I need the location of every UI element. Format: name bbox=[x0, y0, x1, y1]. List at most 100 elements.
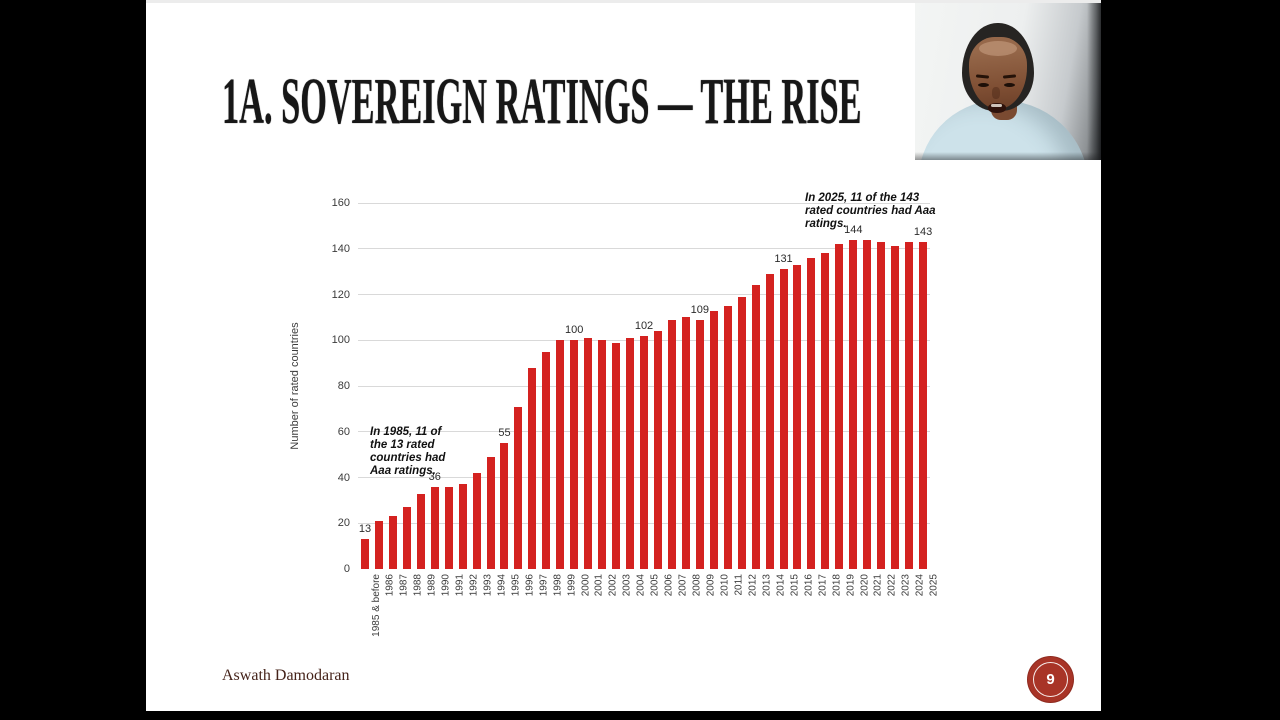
slide-title: 1A. SOVEREIGN RATINGS — THE RISE bbox=[222, 65, 862, 138]
bar bbox=[779, 269, 788, 569]
x-tick-label: 1993 bbox=[482, 574, 494, 597]
bar bbox=[500, 443, 509, 569]
bar bbox=[612, 342, 621, 569]
bar bbox=[737, 296, 746, 569]
bar bbox=[849, 239, 858, 569]
x-tick-label: 1997 bbox=[537, 574, 549, 597]
gridline bbox=[358, 202, 930, 204]
x-tick-label: 1989 bbox=[426, 574, 438, 597]
bar bbox=[751, 285, 760, 569]
bar bbox=[430, 486, 439, 569]
bar bbox=[681, 317, 690, 569]
x-tick-label: 2002 bbox=[607, 574, 619, 597]
y-tick-label: 120 bbox=[331, 288, 350, 301]
x-tick-label: 1991 bbox=[454, 574, 466, 597]
x-tick-label: 1990 bbox=[440, 574, 452, 597]
x-tick-label: 2019 bbox=[844, 574, 856, 597]
y-tick-label: 140 bbox=[331, 242, 350, 255]
presenter-eye bbox=[978, 83, 989, 87]
x-tick-label: 2016 bbox=[802, 574, 814, 597]
x-tick-label: 2004 bbox=[635, 574, 647, 597]
bar bbox=[374, 520, 383, 569]
x-tick-label: 1992 bbox=[468, 574, 480, 597]
bar bbox=[388, 516, 397, 569]
y-tick-label: 0 bbox=[343, 563, 350, 575]
bar bbox=[835, 244, 844, 569]
author-credit: Aswath Damodaran bbox=[222, 667, 350, 684]
bar bbox=[667, 319, 676, 569]
x-tick-label: 2017 bbox=[816, 574, 828, 597]
presenter-teeth bbox=[991, 104, 1002, 107]
bar bbox=[653, 331, 662, 569]
bar bbox=[765, 273, 774, 569]
bar-chart: Number of rated countries 0 20 40 60 80 100 12… bbox=[289, 197, 940, 637]
bar bbox=[472, 472, 481, 569]
value-label: 36 bbox=[428, 470, 441, 483]
annotation-2025: In 2025, 11 of the 143 rated countries h… bbox=[805, 192, 936, 230]
x-tick-label: 1988 bbox=[412, 574, 424, 597]
x-tick-label: 2022 bbox=[886, 574, 898, 597]
bar bbox=[709, 310, 718, 569]
bar bbox=[444, 486, 453, 569]
value-label: 144 bbox=[844, 223, 863, 236]
bar bbox=[877, 241, 886, 569]
presenter-nose bbox=[992, 87, 1000, 99]
x-tick-label: 2006 bbox=[663, 574, 675, 597]
x-tick-label: 2010 bbox=[719, 574, 731, 597]
bar bbox=[416, 493, 425, 569]
presenter-eye bbox=[1004, 83, 1015, 87]
y-tick-label: 160 bbox=[331, 197, 350, 209]
x-tick-label: 2007 bbox=[677, 574, 689, 597]
page-number-badge: 9 bbox=[1028, 657, 1073, 702]
bar bbox=[807, 257, 816, 569]
x-tick-label: 1994 bbox=[496, 574, 508, 597]
presenter-webcam bbox=[915, 3, 1101, 160]
presenter-mouth bbox=[988, 103, 1006, 113]
value-label: 100 bbox=[565, 324, 584, 337]
gridline bbox=[358, 294, 930, 295]
presentation-slide: 1A. SOVEREIGN RATINGS — THE RISE Number … bbox=[146, 0, 1101, 711]
bar bbox=[570, 340, 579, 569]
bar bbox=[598, 340, 607, 569]
x-tick-label: 1985 & before bbox=[370, 574, 382, 637]
bar bbox=[919, 241, 928, 569]
x-tick-label: 2015 bbox=[789, 574, 801, 597]
x-tick-label: 2024 bbox=[914, 574, 926, 597]
page-number: 9 bbox=[1033, 662, 1068, 697]
x-tick-label: 1998 bbox=[551, 574, 563, 597]
x-tick-label: 1986 bbox=[384, 574, 396, 597]
bar bbox=[542, 351, 551, 569]
value-label: 55 bbox=[498, 427, 511, 440]
bar bbox=[695, 319, 704, 569]
x-tick-label: 2014 bbox=[775, 574, 787, 597]
x-tick-label: 2003 bbox=[621, 574, 633, 597]
x-tick-label: 1999 bbox=[565, 574, 577, 597]
bar bbox=[821, 253, 830, 569]
x-tick-label: 1987 bbox=[398, 574, 410, 597]
x-tick-label: 1995 bbox=[510, 574, 521, 597]
value-label: 13 bbox=[358, 523, 372, 536]
bar bbox=[626, 337, 635, 569]
x-tick-label: 2011 bbox=[733, 574, 745, 596]
x-tick-label: 2001 bbox=[593, 574, 605, 597]
y-tick-label: 60 bbox=[337, 425, 350, 438]
y-tick-label: 20 bbox=[337, 517, 350, 530]
x-tick-label: 2009 bbox=[705, 574, 717, 597]
x-tick-label: 2018 bbox=[830, 574, 842, 597]
annotation-1985: In 1985, 11 of the 13 rated countries ha… bbox=[370, 426, 446, 477]
bar bbox=[793, 264, 802, 569]
bar bbox=[458, 484, 467, 569]
x-tick-label: 2005 bbox=[649, 574, 661, 597]
bar bbox=[891, 246, 900, 569]
y-tick-label: 80 bbox=[337, 380, 350, 392]
value-label: 143 bbox=[913, 225, 933, 238]
y-axis-title: Number of rated countries bbox=[289, 322, 301, 450]
x-tick-label: 2012 bbox=[747, 574, 759, 597]
value-label: 131 bbox=[774, 253, 793, 266]
bar bbox=[556, 340, 565, 569]
x-tick-label: 2023 bbox=[900, 574, 912, 597]
bar bbox=[486, 456, 495, 569]
bar bbox=[584, 337, 593, 569]
y-tick-label: 40 bbox=[337, 471, 350, 484]
